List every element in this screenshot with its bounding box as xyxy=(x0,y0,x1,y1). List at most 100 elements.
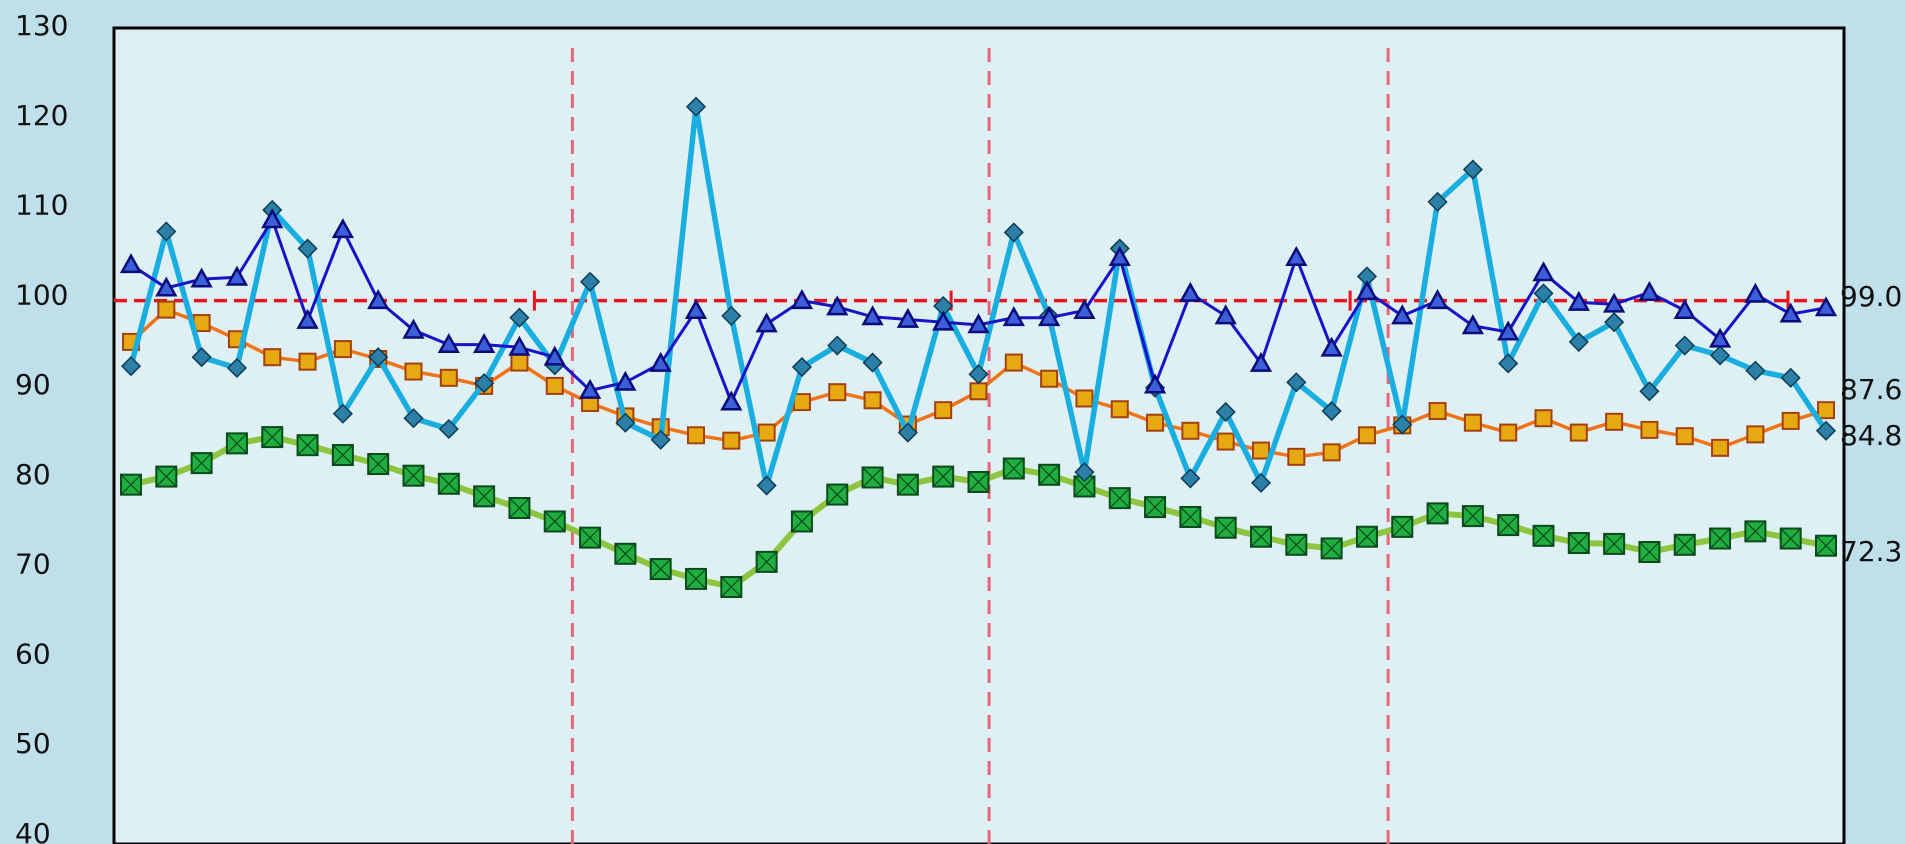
square-marker xyxy=(687,426,705,445)
marker-cross xyxy=(1709,528,1731,549)
square-marker xyxy=(934,401,953,420)
diamond-marker xyxy=(332,403,353,424)
diamond-marker xyxy=(438,418,459,440)
triangle-marker xyxy=(1638,280,1661,301)
triangle-marker xyxy=(684,298,708,319)
triangle-marker xyxy=(1073,298,1096,319)
square-marker xyxy=(1252,441,1270,460)
square-marker xyxy=(263,348,282,367)
marker-cross xyxy=(756,551,778,573)
triangle-marker xyxy=(261,208,284,229)
square-marker xyxy=(1534,409,1553,428)
y-tick-label: 40 xyxy=(15,817,51,844)
marker-cross xyxy=(826,484,848,505)
square-marker xyxy=(1746,425,1765,444)
square-marker xyxy=(792,393,811,412)
triangle-marker xyxy=(367,289,390,310)
square-marker xyxy=(722,431,741,450)
y-tick-label: 130 xyxy=(15,9,68,42)
y-tick-label: 100 xyxy=(15,278,68,311)
diamond-marker xyxy=(156,221,177,242)
square-marker xyxy=(1287,447,1306,466)
diamond-marker xyxy=(650,429,671,450)
series-light xyxy=(120,96,1837,496)
y-tick-label: 120 xyxy=(15,99,68,132)
marker-cross xyxy=(1391,516,1413,538)
marker-cross xyxy=(261,426,283,448)
triangle-marker xyxy=(190,267,213,288)
marker-cross xyxy=(1744,520,1766,542)
triangle-marker xyxy=(1814,296,1838,317)
marker-cross xyxy=(1285,534,1307,556)
marker-cross xyxy=(1003,458,1025,479)
marker-cross xyxy=(1038,464,1060,486)
triangle-marker xyxy=(155,276,178,297)
marker-cross xyxy=(1427,502,1448,524)
marker-cross xyxy=(1815,535,1837,557)
triangle-marker xyxy=(1179,281,1202,302)
marker-cross xyxy=(403,465,424,487)
triangle-marker xyxy=(790,289,814,310)
square-marker xyxy=(1605,412,1624,431)
marker-cross xyxy=(473,485,495,507)
square-marker xyxy=(1075,389,1094,408)
triangle-marker xyxy=(967,313,990,334)
diamond-marker xyxy=(721,305,742,326)
square-marker xyxy=(828,383,847,402)
triangle-marker xyxy=(1673,298,1696,319)
diamond-marker xyxy=(1215,401,1236,423)
square-marker xyxy=(333,340,352,359)
series-dark xyxy=(119,208,1838,411)
y-tick-label: 70 xyxy=(15,548,51,581)
marker-cross xyxy=(332,444,354,466)
marker-cross xyxy=(1780,528,1802,549)
marker-cross xyxy=(1497,514,1519,536)
marker-cross xyxy=(1144,496,1166,518)
marker-cross xyxy=(1462,505,1484,527)
diamond-marker xyxy=(791,356,812,378)
diamond-marker xyxy=(1639,381,1660,402)
diamond-marker xyxy=(474,373,495,394)
diamond-marker xyxy=(1780,367,1801,388)
marker-cross xyxy=(1215,517,1237,539)
square-marker xyxy=(545,376,564,395)
diamond-marker xyxy=(1815,420,1837,441)
marker-cross xyxy=(614,543,636,565)
diamond-marker xyxy=(1674,335,1695,356)
marker-cross xyxy=(685,568,707,590)
triangle-marker xyxy=(1603,292,1626,313)
square-marker xyxy=(1357,426,1376,445)
triangle-marker xyxy=(578,378,602,399)
square-marker xyxy=(404,362,423,381)
square-marker xyxy=(1216,432,1235,451)
square-marker xyxy=(1146,413,1165,432)
marker-cross xyxy=(897,474,919,496)
triangle-marker xyxy=(826,295,849,316)
marker-cross xyxy=(932,466,954,488)
marker-cross xyxy=(791,511,813,532)
triangle-marker xyxy=(119,253,143,274)
triangle-marker xyxy=(1567,290,1590,311)
marker-cross xyxy=(367,453,389,475)
square-marker xyxy=(969,382,988,401)
end-label-green: 72.3 xyxy=(1840,535,1902,568)
square-marker xyxy=(1322,443,1341,462)
triangle-marker xyxy=(1108,245,1131,266)
triangle-marker xyxy=(1391,304,1414,325)
triangle-marker xyxy=(614,370,637,391)
square-marker xyxy=(157,300,176,319)
triangle-marker xyxy=(720,390,743,411)
y-axis: 40 50 60 70 80 90 100 110 120 130 xyxy=(15,9,68,844)
marker-cross xyxy=(1109,487,1131,509)
triangle-marker xyxy=(932,310,955,331)
triangle-marker xyxy=(473,333,496,354)
diamond-marker xyxy=(1392,414,1413,435)
triangle-marker xyxy=(1038,306,1061,327)
triangle-marker xyxy=(1355,280,1379,301)
square-marker xyxy=(1428,402,1447,421)
diamond-marker xyxy=(1180,468,1201,489)
triangle-marker xyxy=(1708,327,1732,348)
marker-cross xyxy=(1533,525,1554,547)
end-label-light: 84.8 xyxy=(1840,419,1902,452)
